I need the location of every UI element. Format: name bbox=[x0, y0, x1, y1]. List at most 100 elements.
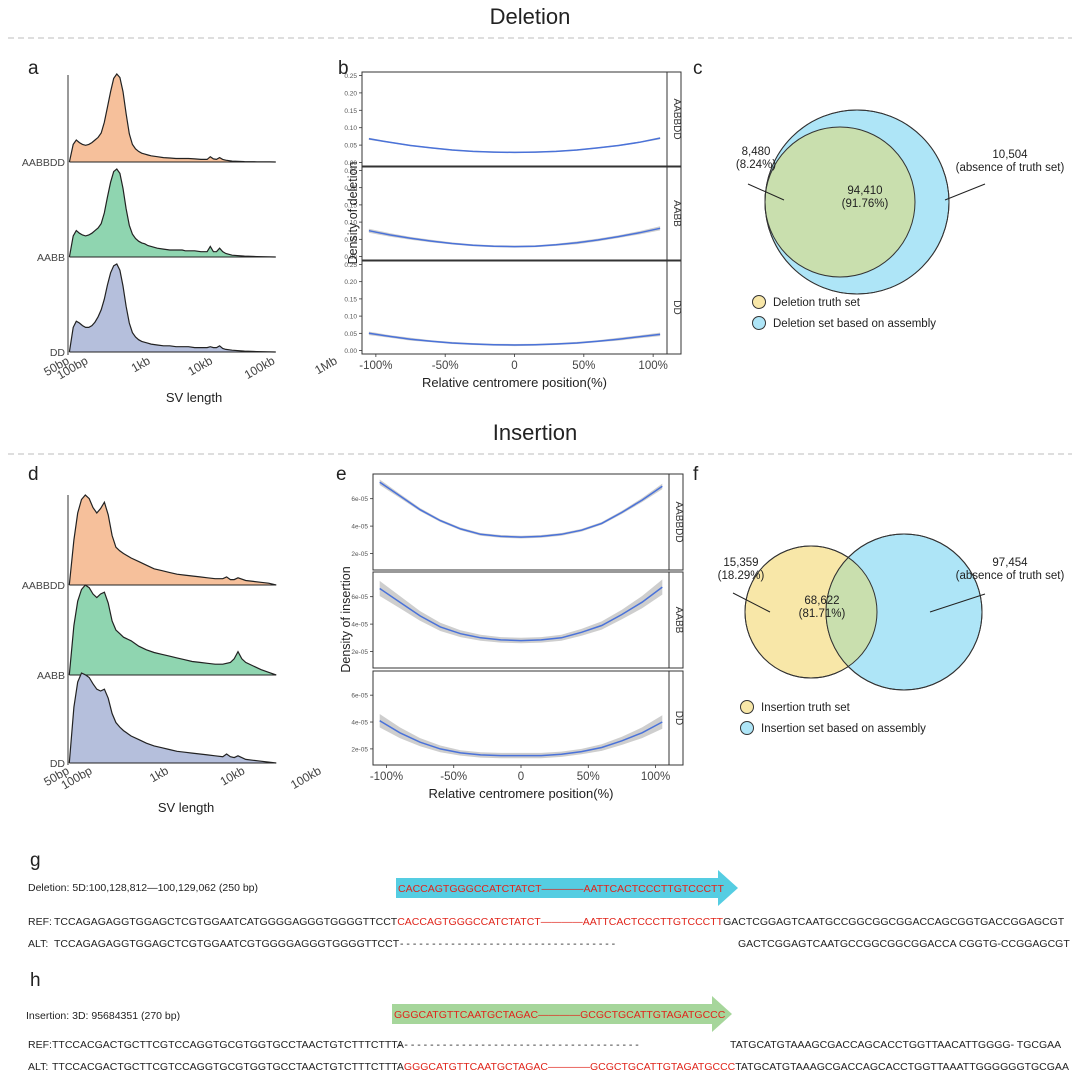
venn-truth-outline bbox=[744, 545, 878, 679]
legend-assembly-label: Insertion set based on assembly bbox=[761, 723, 926, 735]
ridge-area-dd bbox=[69, 673, 277, 763]
deletion-alt-seq-a: TCCAGAGAGGTGGAGCTCGTGGAATCGTGGGGAGGGTGGG… bbox=[54, 938, 400, 950]
y-tick-label: 2e-05 bbox=[351, 649, 368, 656]
y-tick-label: 6e-05 bbox=[351, 496, 368, 503]
facet-strip-dd bbox=[666, 260, 682, 355]
x-tick-label: 1kb bbox=[147, 763, 171, 785]
x-axis-title: SV length bbox=[166, 390, 222, 405]
venn-overlap-value: 94,410 bbox=[847, 185, 882, 197]
ridge-area-aabb bbox=[69, 585, 277, 675]
trend-line-aabb bbox=[368, 227, 661, 248]
ridge-label-aabb: AABB bbox=[37, 252, 65, 264]
venn-overlap-value: 68,622 bbox=[804, 595, 839, 607]
panel-letter-c: c bbox=[693, 58, 703, 79]
legend-assembly-swatch bbox=[752, 316, 766, 330]
ridge-line-aabb bbox=[68, 584, 277, 676]
y-tick-label: 0.25 bbox=[344, 262, 357, 269]
insertion-ref-seq-a: TTCCACGACTGCTTCGTCCAGGTGCGTGGTGCCTAACTGT… bbox=[52, 1039, 404, 1051]
legend-truth-label: Insertion truth set bbox=[761, 702, 851, 714]
y-axis-title: Density of deletion bbox=[346, 162, 360, 265]
venn-assembly-leader-line bbox=[944, 183, 986, 201]
venn-overlap-percent: (81.71%) bbox=[799, 608, 846, 620]
ridge-line-aabbdd bbox=[68, 73, 276, 163]
x-tick-label: 50% bbox=[572, 360, 595, 372]
y-tick-label: 0.15 bbox=[344, 202, 357, 209]
y-tick-label: 0.10 bbox=[344, 220, 357, 227]
confidence-band-aabbdd bbox=[379, 479, 663, 539]
x-tick-label: -100% bbox=[370, 771, 403, 783]
x-tick-label: 0 bbox=[518, 771, 524, 783]
x-tick-label: 100% bbox=[638, 360, 667, 372]
panel-letter-h: h bbox=[30, 970, 41, 991]
y-tick-label: 6e-05 bbox=[351, 594, 368, 601]
venn-truth-only-value: 15,359 bbox=[723, 557, 758, 569]
legend-assembly-label: Deletion set based on assembly bbox=[773, 318, 936, 330]
insertion-title: Insertion: 3D: 95684351 (270 bp) bbox=[26, 1010, 180, 1022]
venn-assembly-leader-line bbox=[929, 593, 986, 613]
ridge-area-aabb bbox=[69, 169, 276, 257]
venn-assembly-only-note: (absence of truth set) bbox=[956, 570, 1065, 582]
trend-line-aabbdd bbox=[368, 137, 661, 154]
ridge-area-aabbdd bbox=[69, 495, 277, 585]
insertion-ref-row: REF: TTCCACGACTGCTTCGTCCAGGTGCGTGGTGCCTA… bbox=[28, 1039, 404, 1051]
venn-truth-only-percent: (8.24%) bbox=[736, 159, 776, 171]
y-tick-label: 0.15 bbox=[344, 108, 357, 115]
facet-strip-label: AABBDD bbox=[673, 501, 684, 542]
insertion-alt-label: ALT: bbox=[28, 1061, 48, 1073]
insertion-alt-seq-b: TATGCATGTAAAGCGACCAGCACCTGGTTAAATTGGGGGG… bbox=[735, 1061, 1069, 1073]
deletion-ref-red-a: CACCAGTGGGCCATCTATCT bbox=[397, 916, 541, 928]
y-tick-label: 4e-05 bbox=[351, 720, 368, 727]
deletion-arrow bbox=[396, 870, 738, 906]
y-tick-label: 0.20 bbox=[344, 90, 357, 97]
x-tick-label: 10kb bbox=[218, 763, 248, 788]
venn-assembly-outline bbox=[825, 533, 983, 691]
x-tick-label: 100kb bbox=[288, 763, 324, 792]
deletion-alt-row: ALT: TCCAGAGAGGTGGAGCTCGTGGAATCGTGGGGAGG… bbox=[28, 938, 400, 950]
venn-assembly-only-note: (absence of truth set) bbox=[956, 162, 1065, 174]
y-tick-label: 0.10 bbox=[344, 314, 357, 321]
ridge-line-aabbdd bbox=[68, 494, 277, 586]
ridge-area-aabbdd bbox=[69, 74, 276, 162]
y-tick-label: 0.20 bbox=[344, 185, 357, 192]
chart-e-faceted-line: AABBDD 2e-05 4e-05 6e-05 AABB 2e-05 4e-05 6e-05… bbox=[339, 473, 684, 801]
deletion-alt-seq-b: GACTCGGAGTCAATGCCGGCGGCGGACCA CGGTG-CCGG… bbox=[738, 938, 1070, 950]
deletion-ref-red-dash: ———— bbox=[541, 916, 584, 928]
x-tick-label: -50% bbox=[432, 360, 459, 372]
venn-truth-leader-line bbox=[747, 183, 785, 201]
trend-line-aabb bbox=[379, 586, 663, 642]
panel-g-deletion-sequence: Deletion: 5D:100,128,812—100,129,062 (25… bbox=[28, 870, 1070, 950]
facet-strip-aabbdd bbox=[666, 71, 682, 167]
chart-b-faceted-line: AABBDD0.000.050.100.150.200.25AABB0.000.… bbox=[344, 71, 682, 390]
legend-truth-swatch bbox=[752, 295, 766, 309]
x-tick-label: 50% bbox=[577, 771, 600, 783]
facet-strip-aabb bbox=[666, 166, 682, 261]
y-tick-label: 4e-05 bbox=[351, 524, 368, 531]
facet-panel-aabb bbox=[372, 571, 670, 669]
y-tick-label: 4e-05 bbox=[351, 622, 368, 629]
deletion-ref-seq-b: GACTCGGAGTCAATGCCGGCGGCGGACCAGCGGTGACCGG… bbox=[723, 916, 1065, 928]
x-tick-label: 100kb bbox=[242, 353, 278, 382]
facet-strip-label: AABB bbox=[673, 607, 684, 634]
venn-overlap-percent: (91.76%) bbox=[842, 198, 889, 210]
y-tick-label: 0.05 bbox=[344, 331, 357, 338]
insertion-arrow-seq-a: GGGCATGTTCAATGCTAGAC bbox=[394, 1009, 539, 1021]
deletion-ref-label: REF: bbox=[28, 916, 52, 928]
y-tick-label: 0.00 bbox=[344, 160, 357, 167]
panel-h-insertion-sequence: Insertion: 3D: 95684351 (270 bp) GGGCATG… bbox=[26, 996, 1069, 1073]
y-tick-label: 6e-05 bbox=[351, 693, 368, 700]
insertion-arrow bbox=[392, 996, 732, 1032]
y-tick-label: 0.15 bbox=[344, 296, 357, 303]
deletion-arrow-text: CACCAGTGGGCCATCTATCT————AATTCACTCCCTTGTC… bbox=[398, 883, 724, 895]
panel-letter-d: d bbox=[28, 464, 39, 485]
insertion-alt-red-b: GCGCTGCATTGTAGATGCCC bbox=[590, 1061, 736, 1073]
facet-panel-aabbdd bbox=[361, 71, 668, 167]
x-tick-label: 1kb bbox=[129, 353, 153, 375]
deletion-alt-label: ALT: bbox=[28, 938, 48, 950]
deletion-ref-red-b: AATTCACTCCCTTGTCCCTT bbox=[583, 916, 724, 928]
y-tick-label: 0.05 bbox=[344, 237, 357, 244]
venn-overlap-region bbox=[826, 546, 877, 678]
deletion-ref-seq-a: TCCAGAGAGGTGGAGCTCGTGGAATCATGGGGAGGGTGGG… bbox=[54, 916, 398, 928]
venn-truth-only-value: 8,480 bbox=[742, 146, 771, 158]
